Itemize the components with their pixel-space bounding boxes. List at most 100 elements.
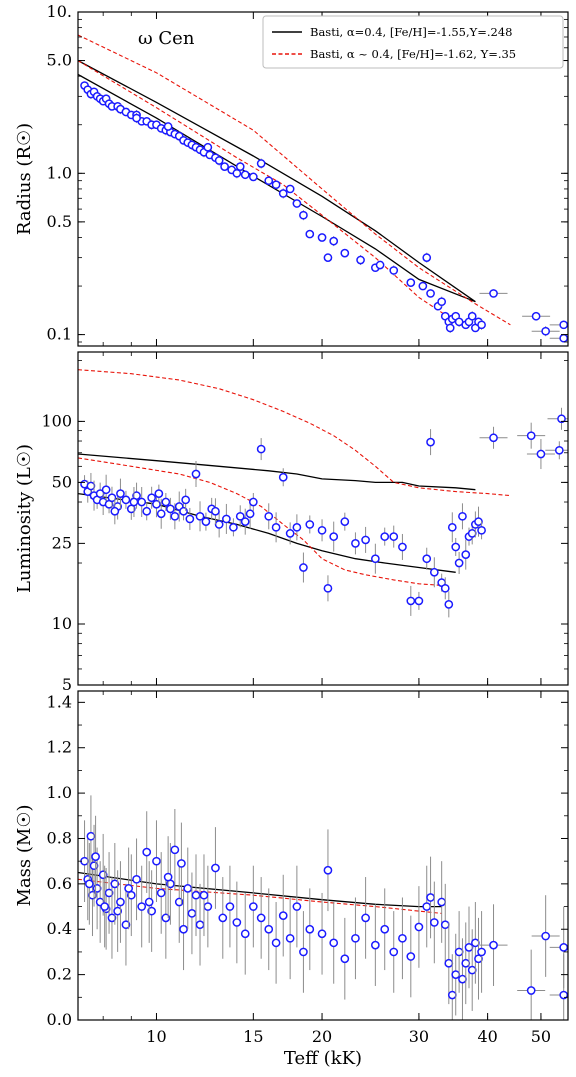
- star-point: [375, 260, 385, 270]
- star-point: [389, 266, 399, 275]
- star-point: [152, 499, 161, 509]
- radius-panel: 0.1 0.5 1.0 5.0 10. Radius (R☉) ω Cen Basti, α=…: [14, 2, 569, 347]
- star-point: [137, 497, 147, 507]
- y-axis-label: Radius (R☉): [14, 123, 35, 235]
- star-point: [225, 902, 235, 911]
- star-point: [245, 509, 255, 519]
- x-tick-label: 10: [146, 1027, 166, 1046]
- star-point: [541, 326, 551, 336]
- star-point: [299, 210, 308, 220]
- star-point: [107, 493, 117, 503]
- star-point: [444, 958, 454, 968]
- star-point: [422, 902, 432, 911]
- star-point: [271, 180, 281, 190]
- star-point: [477, 320, 486, 330]
- star-point: [340, 517, 350, 527]
- star-point: [113, 906, 122, 916]
- star-point: [351, 539, 360, 548]
- star-point: [264, 176, 274, 186]
- luminosity-panel: 5 10 25 50 100 Luminosity (L☉): [14, 351, 569, 694]
- star-point: [489, 940, 498, 950]
- data-points: [80, 407, 568, 618]
- x-tick-label: 20: [312, 1027, 332, 1046]
- star-point: [86, 831, 96, 841]
- star-point: [429, 567, 439, 577]
- star-point: [264, 924, 274, 934]
- star-point: [458, 974, 467, 984]
- red-dashed-model-line-3: [78, 60, 457, 323]
- star-point: [329, 938, 339, 948]
- star-point: [559, 990, 568, 1000]
- star-point: [183, 884, 193, 893]
- star-point: [256, 913, 266, 923]
- star-point: [447, 522, 457, 532]
- star-point: [361, 535, 370, 545]
- star-point: [454, 947, 464, 957]
- star-point: [86, 481, 96, 491]
- star-point: [292, 522, 302, 532]
- legend-label-0: Basti, α=0.4, [Fe/H]=-1.55,Y=.248: [310, 25, 512, 39]
- star-point: [95, 489, 105, 498]
- star-point: [329, 236, 339, 246]
- star-point: [248, 497, 258, 507]
- y-tick-label: 1.4: [47, 692, 72, 711]
- star-point: [477, 947, 486, 957]
- star-point: [152, 856, 161, 866]
- y-tick-label: 0.4: [47, 919, 72, 938]
- star-point: [121, 495, 131, 505]
- y-tick-label: 1.2: [47, 738, 72, 757]
- black-solid-model-line-1: [78, 73, 476, 303]
- x-tick-label: 50: [531, 1027, 551, 1046]
- star-point: [104, 888, 114, 898]
- star-point: [389, 947, 399, 957]
- star-point: [132, 874, 141, 884]
- y-tick-label: 0.1: [47, 325, 72, 344]
- y-tick-label: 0.8: [47, 828, 72, 847]
- star-point: [489, 433, 498, 443]
- star-point: [91, 852, 100, 861]
- star-point: [124, 884, 133, 893]
- star-point: [232, 918, 242, 927]
- model-curves: [78, 369, 511, 586]
- star-point: [418, 281, 428, 291]
- star-point: [398, 542, 407, 552]
- plot-frame: [77, 690, 569, 1021]
- data-points: [80, 795, 568, 1020]
- star-point: [203, 142, 213, 152]
- y-axis-label: Luminosity (L☉): [14, 444, 35, 593]
- star-point: [240, 517, 250, 527]
- star-point: [458, 511, 467, 521]
- red-dashed-model-line-2: [78, 369, 511, 497]
- star-point: [229, 522, 238, 532]
- star-point: [371, 940, 380, 950]
- star-point: [292, 199, 302, 208]
- star-point: [445, 323, 455, 333]
- star-point: [100, 902, 110, 911]
- star-point: [191, 890, 201, 900]
- legend-box: [262, 15, 564, 69]
- data-points: [80, 81, 568, 343]
- star-point: [389, 532, 399, 541]
- star-point: [406, 952, 416, 961]
- star-point: [80, 856, 89, 866]
- star-point: [264, 511, 274, 521]
- star-point: [340, 248, 350, 258]
- star-point: [467, 529, 477, 538]
- star-point: [248, 902, 258, 911]
- star-point: [299, 563, 308, 572]
- star-point: [451, 542, 461, 552]
- y-axis-label: Mass (M☉): [14, 805, 35, 907]
- star-point: [101, 485, 111, 495]
- star-point: [92, 884, 102, 893]
- y-tick-label: 0.5: [47, 212, 72, 231]
- legend: Basti, α=0.4, [Fe/H]=-1.55,Y=.248 Basti, …: [262, 15, 564, 69]
- plot-frame: [77, 351, 569, 686]
- star-point: [406, 596, 416, 606]
- star-point: [554, 445, 564, 455]
- y-tick-label: 1.0: [47, 163, 72, 182]
- star-point: [240, 929, 250, 939]
- y-tick-label: 5.0: [47, 51, 72, 70]
- star-point: [437, 897, 447, 907]
- star-point: [271, 522, 281, 532]
